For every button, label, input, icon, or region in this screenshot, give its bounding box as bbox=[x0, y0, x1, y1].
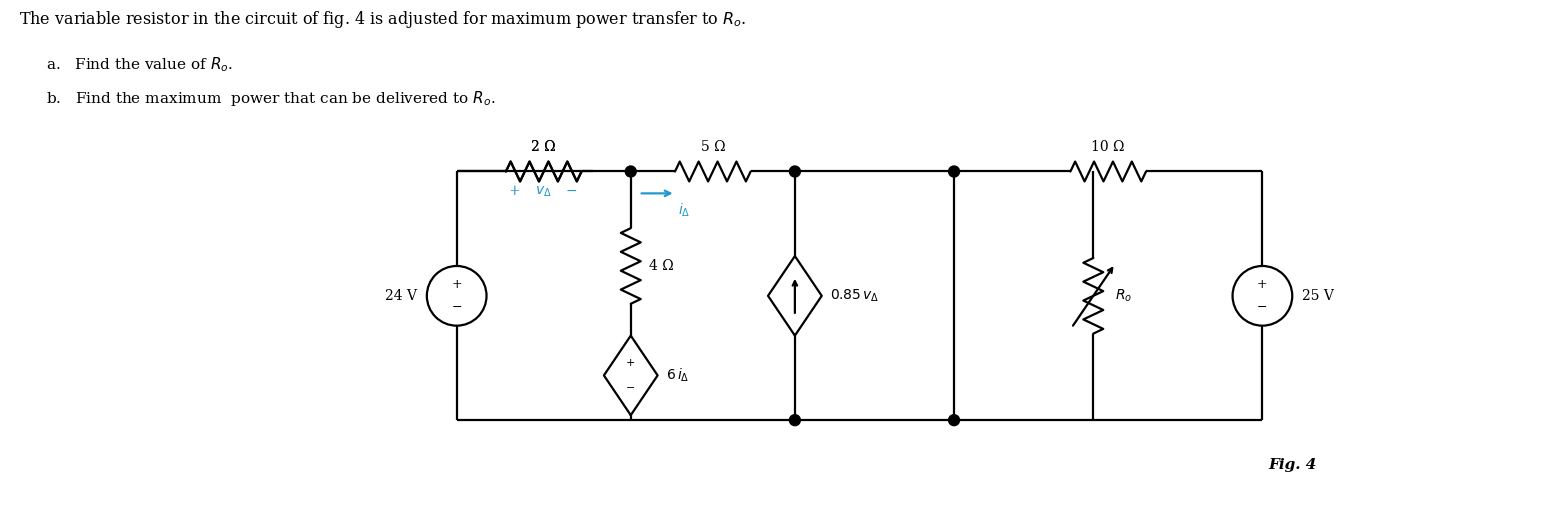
Text: The variable resistor in the circuit of fig. 4 is adjusted for maximum power tra: The variable resistor in the circuit of … bbox=[19, 9, 747, 31]
Text: $6\,i_\Delta$: $6\,i_\Delta$ bbox=[666, 367, 690, 384]
Circle shape bbox=[790, 166, 801, 177]
Text: +: + bbox=[626, 358, 635, 368]
Text: $v_\Delta$: $v_\Delta$ bbox=[535, 184, 552, 199]
Circle shape bbox=[949, 166, 960, 177]
Text: Fig. 4: Fig. 4 bbox=[1268, 458, 1317, 472]
Text: −: − bbox=[626, 383, 635, 393]
Text: 5 Ω: 5 Ω bbox=[700, 139, 725, 154]
Text: $i_\Delta$: $i_\Delta$ bbox=[677, 201, 690, 219]
Text: 4 Ω: 4 Ω bbox=[649, 259, 674, 273]
Text: 2 Ω: 2 Ω bbox=[532, 139, 557, 154]
Text: +: + bbox=[1257, 278, 1268, 291]
Text: 2 Ω: 2 Ω bbox=[532, 139, 557, 154]
Circle shape bbox=[949, 414, 960, 426]
Text: +: + bbox=[451, 278, 462, 291]
Text: $R_o$: $R_o$ bbox=[1115, 288, 1132, 304]
Text: a.   Find the value of $R_o$.: a. Find the value of $R_o$. bbox=[46, 55, 233, 74]
Circle shape bbox=[625, 166, 637, 177]
Text: −: − bbox=[451, 301, 462, 313]
Text: 10 Ω: 10 Ω bbox=[1091, 139, 1125, 154]
Text: 24 V: 24 V bbox=[385, 289, 417, 303]
Text: b.   Find the maximum  power that can be delivered to $R_o$.: b. Find the maximum power that can be de… bbox=[46, 89, 496, 108]
Text: −: − bbox=[1257, 301, 1268, 313]
Text: 25 V: 25 V bbox=[1302, 289, 1334, 303]
Circle shape bbox=[790, 414, 801, 426]
Text: $0.85\,v_\Delta$: $0.85\,v_\Delta$ bbox=[830, 288, 880, 304]
Text: −: − bbox=[566, 185, 577, 198]
Text: +: + bbox=[509, 185, 519, 198]
